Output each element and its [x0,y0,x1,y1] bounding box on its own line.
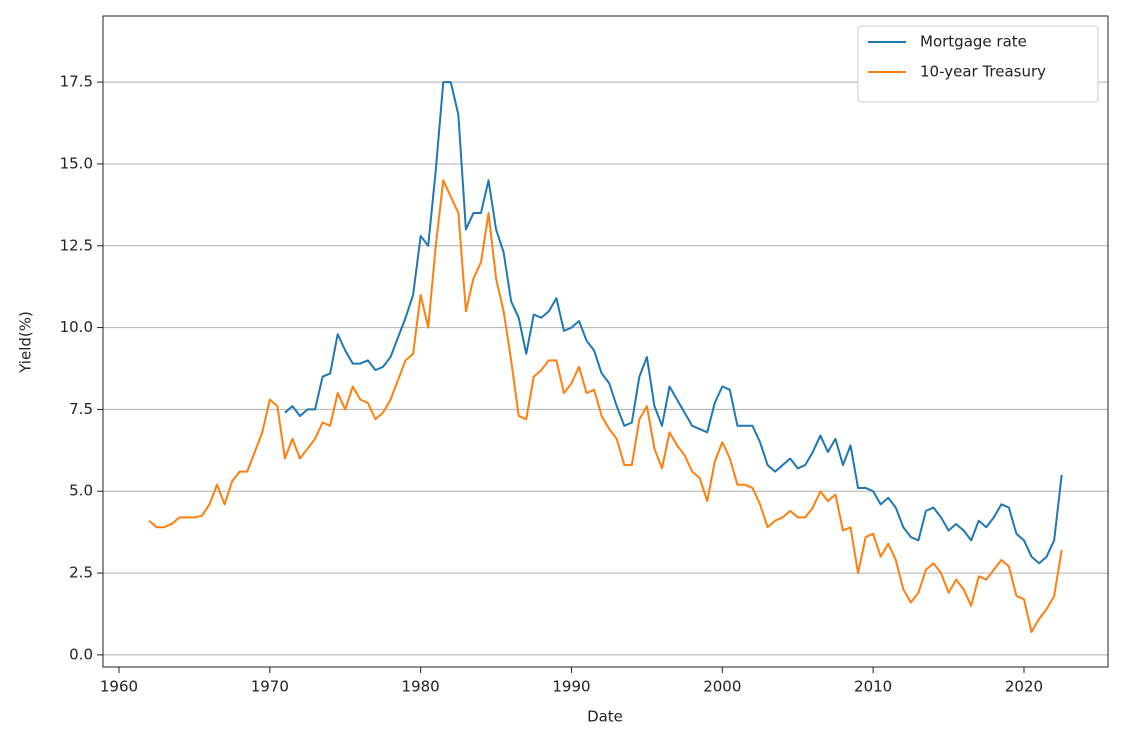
x-tick-label: 1980 [402,678,440,696]
plot-frame [102,15,1109,668]
x-tick-label: 1990 [552,678,590,696]
x-tick-label: 2010 [854,678,892,696]
legend-label: Mortgage rate [920,33,1027,51]
y-tick-label: 17.5 [60,73,93,91]
y-tick-label: 0.0 [69,645,93,663]
x-axis-label: Date [587,708,623,726]
x-tick-label: 2020 [1005,678,1043,696]
line-series [148,179,1063,633]
y-tick-label: 10.0 [60,318,93,336]
y-tick-label: 12.5 [60,236,93,254]
x-tick-label: 2000 [703,678,741,696]
y-tick-label: 5.0 [69,482,93,500]
y-tick-label: 15.0 [60,154,93,172]
x-tick-label: 1970 [251,678,289,696]
y-axis-label: Yield(%) [17,311,35,374]
legend-box [857,25,1099,103]
legend-label: 10-year Treasury [920,63,1046,81]
y-tick-label: 2.5 [69,564,93,582]
x-tick-label: 1960 [100,678,138,696]
y-tick-label: 7.5 [69,400,93,418]
line-series [284,81,1063,565]
